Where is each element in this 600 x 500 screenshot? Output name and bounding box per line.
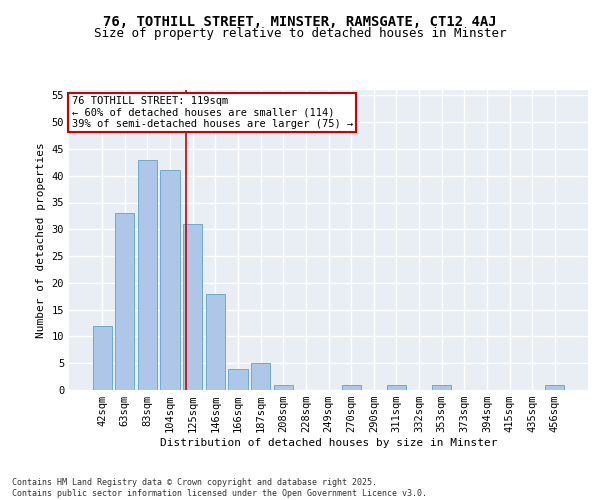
Bar	[206, 294, 225, 390]
Text: Size of property relative to detached houses in Minster: Size of property relative to detached ho…	[94, 28, 506, 40]
Bar	[92, 326, 112, 390]
Text: 76, TOTHILL STREET, MINSTER, RAMSGATE, CT12 4AJ: 76, TOTHILL STREET, MINSTER, RAMSGATE, C…	[103, 16, 497, 30]
Bar	[432, 384, 451, 390]
Bar	[545, 384, 565, 390]
X-axis label: Distribution of detached houses by size in Minster: Distribution of detached houses by size …	[160, 438, 497, 448]
Bar	[341, 384, 361, 390]
Bar	[387, 384, 406, 390]
Bar	[138, 160, 157, 390]
Bar	[229, 368, 248, 390]
Y-axis label: Number of detached properties: Number of detached properties	[36, 142, 46, 338]
Bar	[160, 170, 180, 390]
Bar	[115, 213, 134, 390]
Bar	[251, 363, 270, 390]
Text: Contains HM Land Registry data © Crown copyright and database right 2025.
Contai: Contains HM Land Registry data © Crown c…	[12, 478, 427, 498]
Bar	[183, 224, 202, 390]
Bar	[274, 384, 293, 390]
Text: 76 TOTHILL STREET: 119sqm
← 60% of detached houses are smaller (114)
39% of semi: 76 TOTHILL STREET: 119sqm ← 60% of detac…	[71, 96, 353, 129]
